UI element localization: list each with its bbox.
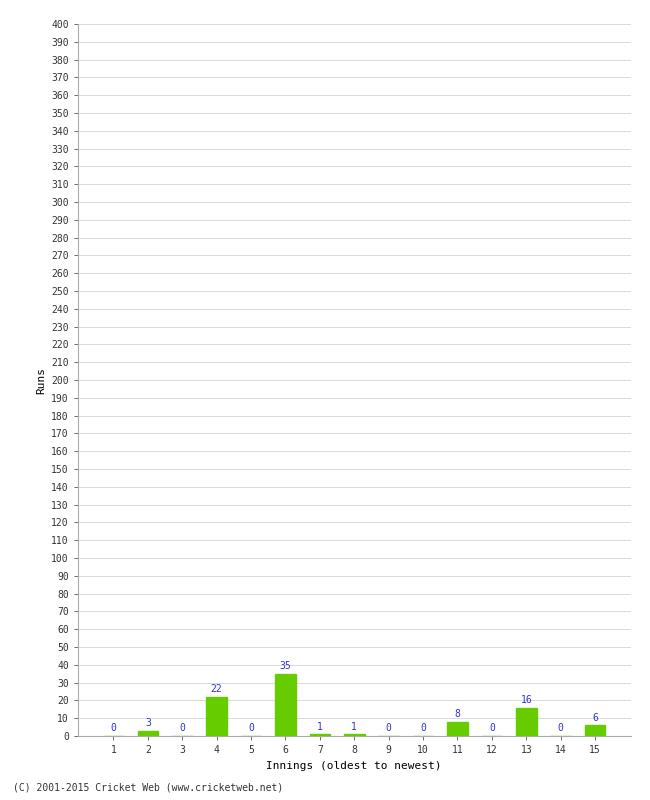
Bar (585, 726, 605, 736)
Text: 6: 6 (592, 713, 598, 722)
Text: 0: 0 (420, 723, 426, 734)
Bar (206, 697, 227, 736)
Bar (275, 674, 296, 736)
Text: 22: 22 (211, 684, 222, 694)
Text: 0: 0 (248, 723, 254, 734)
Bar (516, 707, 537, 736)
Text: 0: 0 (111, 723, 116, 734)
Text: (C) 2001-2015 Cricket Web (www.cricketweb.net): (C) 2001-2015 Cricket Web (www.cricketwe… (13, 782, 283, 792)
Bar (447, 722, 468, 736)
Bar (309, 734, 330, 736)
Text: 8: 8 (454, 709, 460, 719)
X-axis label: Innings (oldest to newest): Innings (oldest to newest) (266, 761, 442, 770)
Bar (138, 730, 158, 736)
Text: 1: 1 (317, 722, 323, 731)
Text: 3: 3 (145, 718, 151, 728)
Text: 0: 0 (179, 723, 185, 734)
Text: 0: 0 (385, 723, 391, 734)
Y-axis label: Runs: Runs (36, 366, 46, 394)
Text: 1: 1 (351, 722, 358, 731)
Text: 35: 35 (280, 661, 291, 671)
Text: 16: 16 (521, 695, 532, 705)
Text: 0: 0 (558, 723, 564, 734)
Bar (344, 734, 365, 736)
Text: 0: 0 (489, 723, 495, 734)
